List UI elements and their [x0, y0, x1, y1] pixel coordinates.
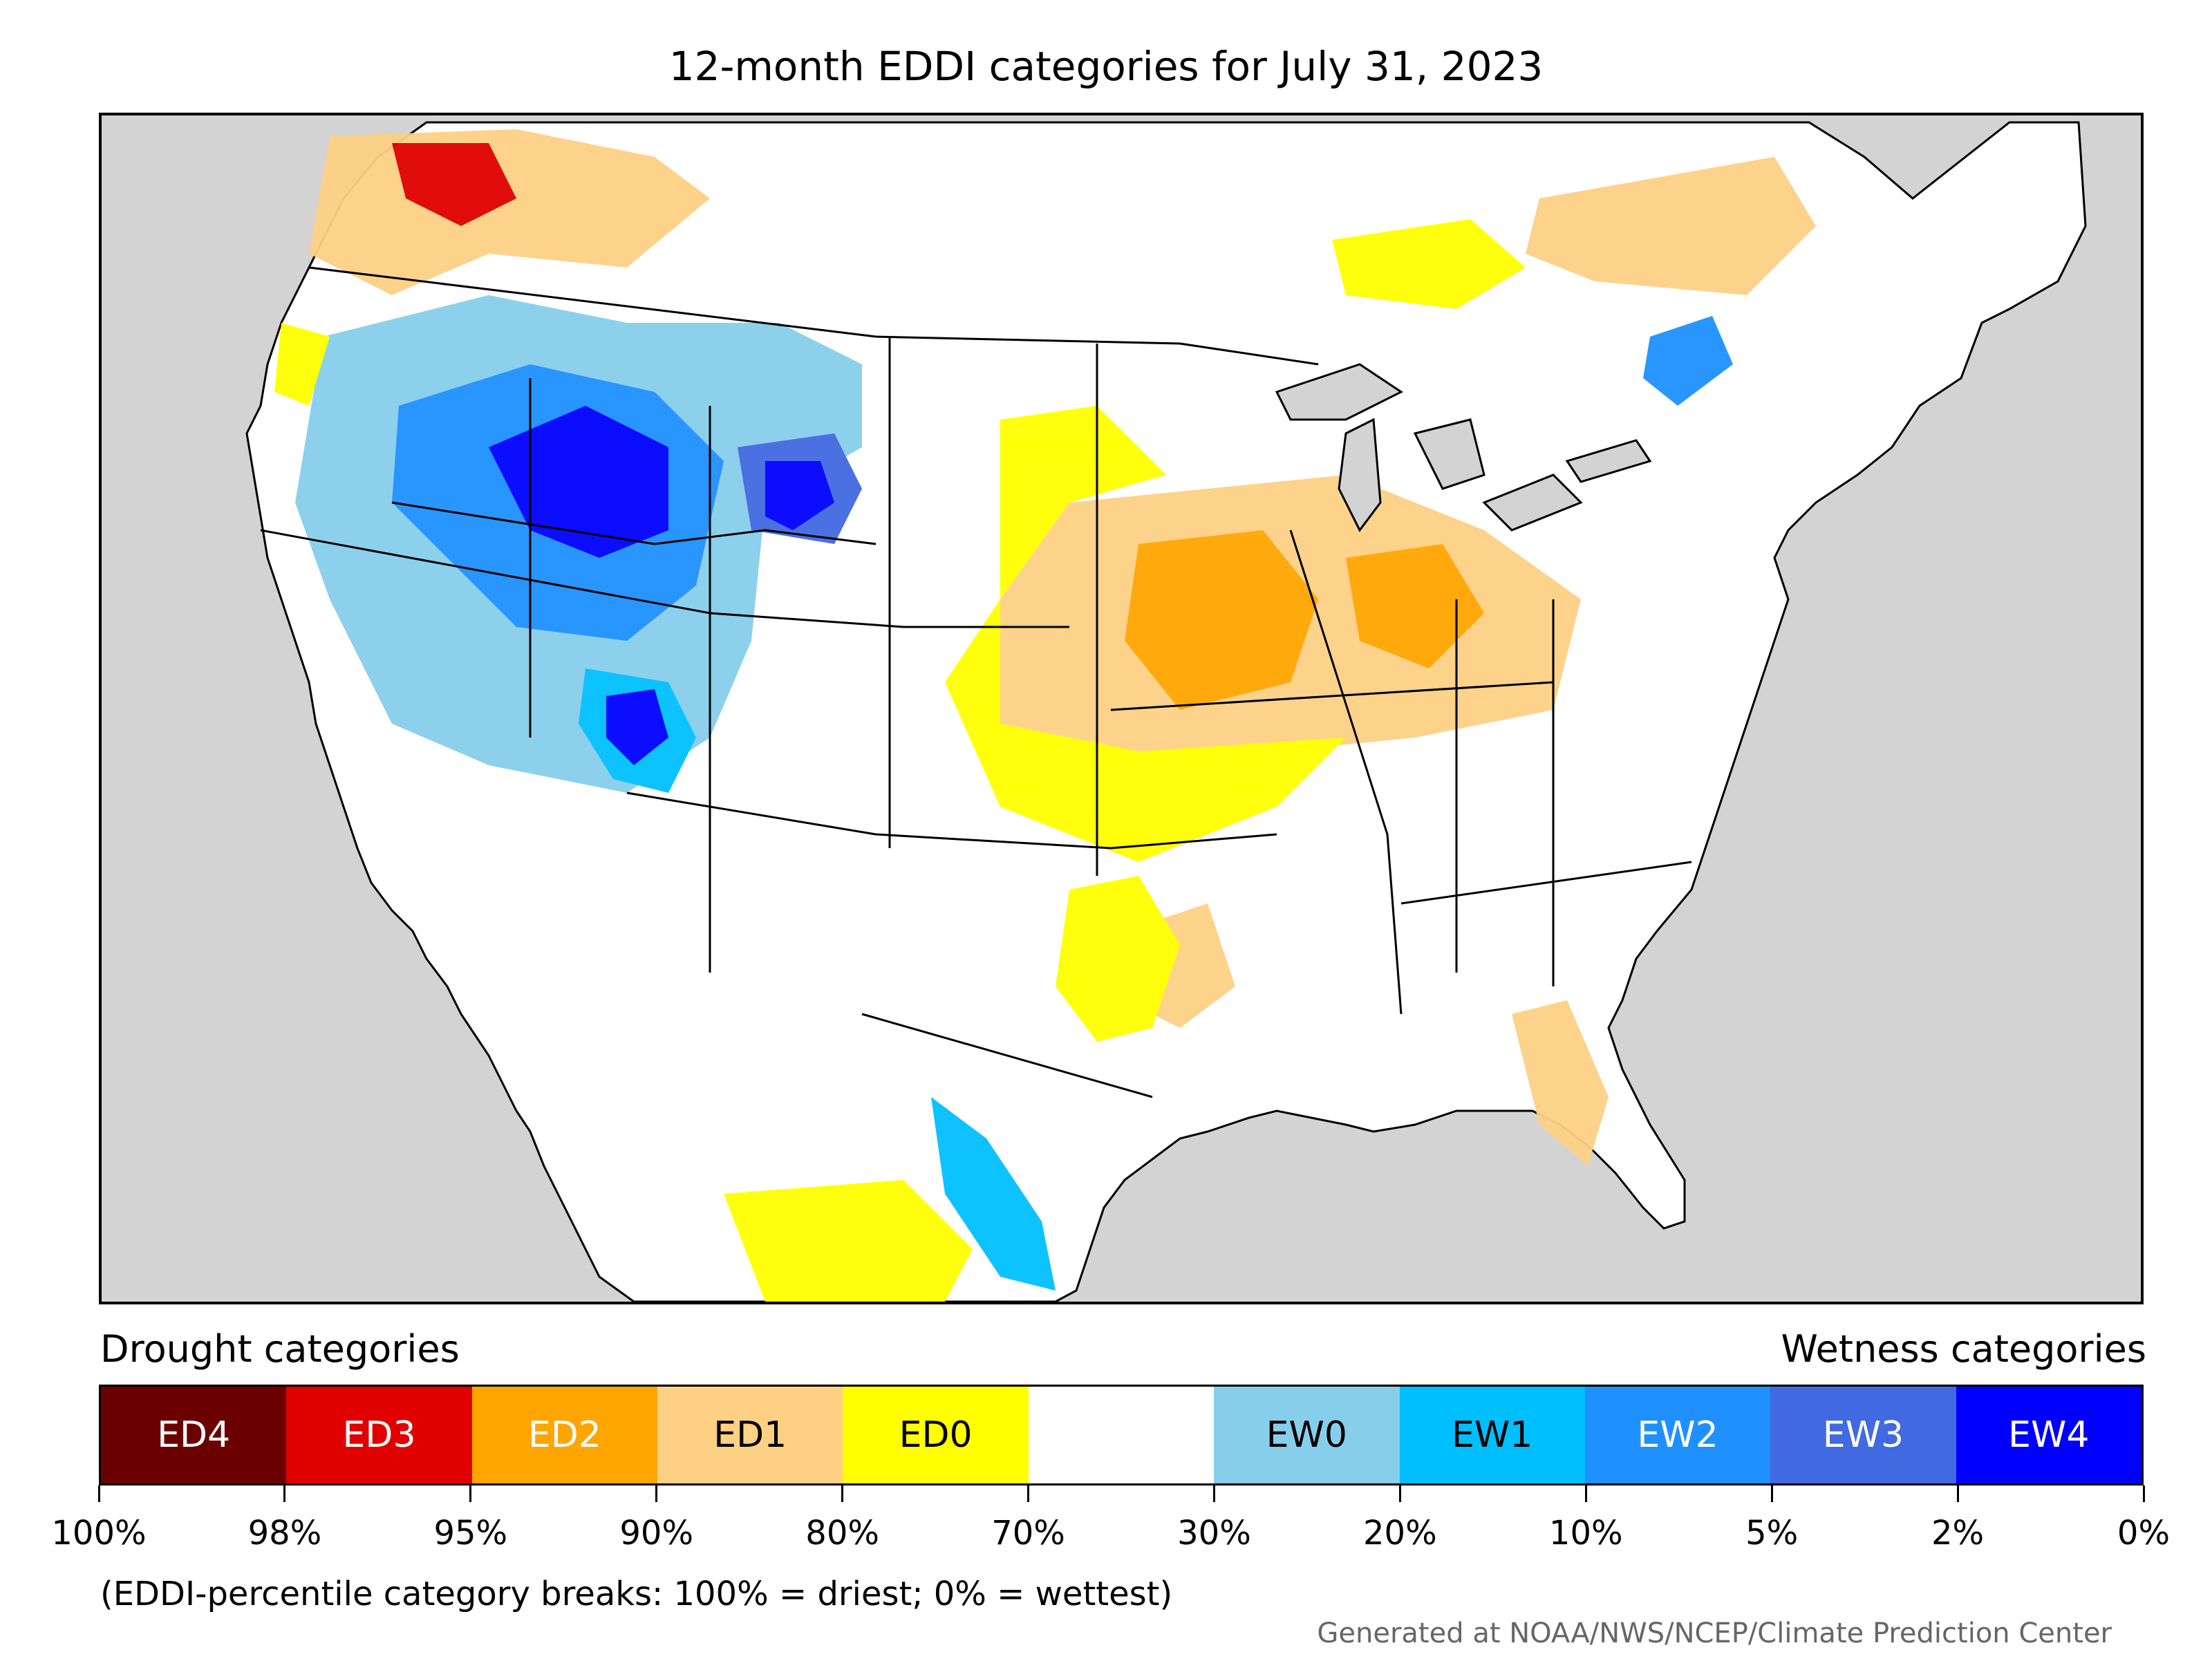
ed3-bc: [392, 143, 516, 226]
colorbar-tick-label: 10%: [1548, 1514, 1623, 1553]
colorbar-tick: [1212, 1485, 1215, 1502]
ew-texas-coast: [931, 1097, 1056, 1291]
colorbar-tick-label: 20%: [1363, 1514, 1437, 1553]
colorbar-cell-ed2: ED2: [471, 1387, 658, 1483]
colorbar-tick: [1956, 1485, 1959, 1502]
colorbar-tick-label: 0%: [2117, 1514, 2171, 1553]
wetness-categories-label: Wetness categories: [1781, 1327, 2146, 1371]
colorbar-tick: [97, 1485, 100, 1502]
colorbar-tick-label: 90%: [619, 1514, 694, 1553]
colorbar-tick: [841, 1485, 844, 1502]
colorbar-cell-ew2: EW2: [1584, 1387, 1771, 1483]
colorbar-tick-label: 80%: [805, 1514, 879, 1553]
colorbar-ticks: [97, 1485, 2145, 1506]
credit-text: Generated at NOAA/NWS/NCEP/Climate Predi…: [1317, 1618, 2112, 1649]
colorbar-tick-label: 5%: [1745, 1514, 1799, 1553]
ed1-quebec: [1526, 157, 1816, 295]
colorbar-tick: [1398, 1485, 1401, 1502]
colorbar-tick-label: 98%: [247, 1514, 322, 1553]
ed2-missouri: [1125, 530, 1318, 710]
colorbar-tick: [1584, 1485, 1587, 1502]
colorbar-tick: [2142, 1485, 2145, 1502]
boundaries: [260, 266, 1692, 1098]
ed2-indiana: [1346, 544, 1484, 668]
colorbar-cell-ed4: ED4: [101, 1387, 287, 1483]
colorbar-tick-label: 95%: [433, 1514, 508, 1553]
colorbar-tick: [1770, 1485, 1773, 1502]
ed1-florida: [1512, 1000, 1609, 1166]
map-title: 12-month EDDI categories for July 31, 20…: [668, 43, 1544, 90]
colorbar-tick-label: 30%: [1177, 1514, 1251, 1553]
colorbar-cell-ew0: EW0: [1214, 1387, 1400, 1483]
ed0-belt: [945, 406, 1346, 862]
ed0-texas: [1056, 876, 1180, 1042]
colorbar-tick: [469, 1485, 472, 1502]
eddi-map: [245, 121, 2087, 1302]
colorbar-tick-label: 70%: [991, 1514, 1065, 1553]
colorbar-tick: [655, 1485, 658, 1502]
colorbar-tick-label: 2%: [1931, 1514, 1985, 1553]
ed0-west-coast: [274, 323, 330, 406]
great-lakes: [1275, 363, 1652, 532]
colorbar-cell-ew1: EW1: [1399, 1387, 1585, 1483]
map-panel: [99, 113, 2144, 1304]
colorbar-tick: [1027, 1485, 1030, 1502]
colorbar-tick: [283, 1485, 286, 1502]
ew4-core: [489, 406, 668, 558]
category-patches: [274, 129, 1816, 1302]
category-colorbar: ED4 ED3 ED2 ED1 ED0 EW0 EW1 EW2 EW3 EW4: [99, 1385, 2144, 1485]
colorbar-cell-ed0: ED0: [843, 1387, 1029, 1483]
category-breaks-note: (EDDI-percentile category breaks: 100% =…: [100, 1575, 1173, 1613]
colorbar-cell-ew4: EW4: [1956, 1387, 2141, 1483]
colorbar-cell-neutral: [1028, 1387, 1215, 1483]
ed0-ontario: [1332, 219, 1526, 309]
colorbar-tick-label: 100%: [51, 1514, 147, 1553]
drought-categories-label: Drought categories: [100, 1327, 460, 1371]
ew4-wyoming: [765, 461, 834, 530]
ew-new-england: [1643, 316, 1733, 406]
colorbar-cell-ed1: ED1: [657, 1387, 843, 1483]
ed0-mexico: [724, 1180, 973, 1302]
ew4-arizona: [606, 689, 668, 765]
colorbar-cell-ew3: EW3: [1770, 1387, 1956, 1483]
colorbar-cell-ed3: ED3: [286, 1387, 472, 1483]
